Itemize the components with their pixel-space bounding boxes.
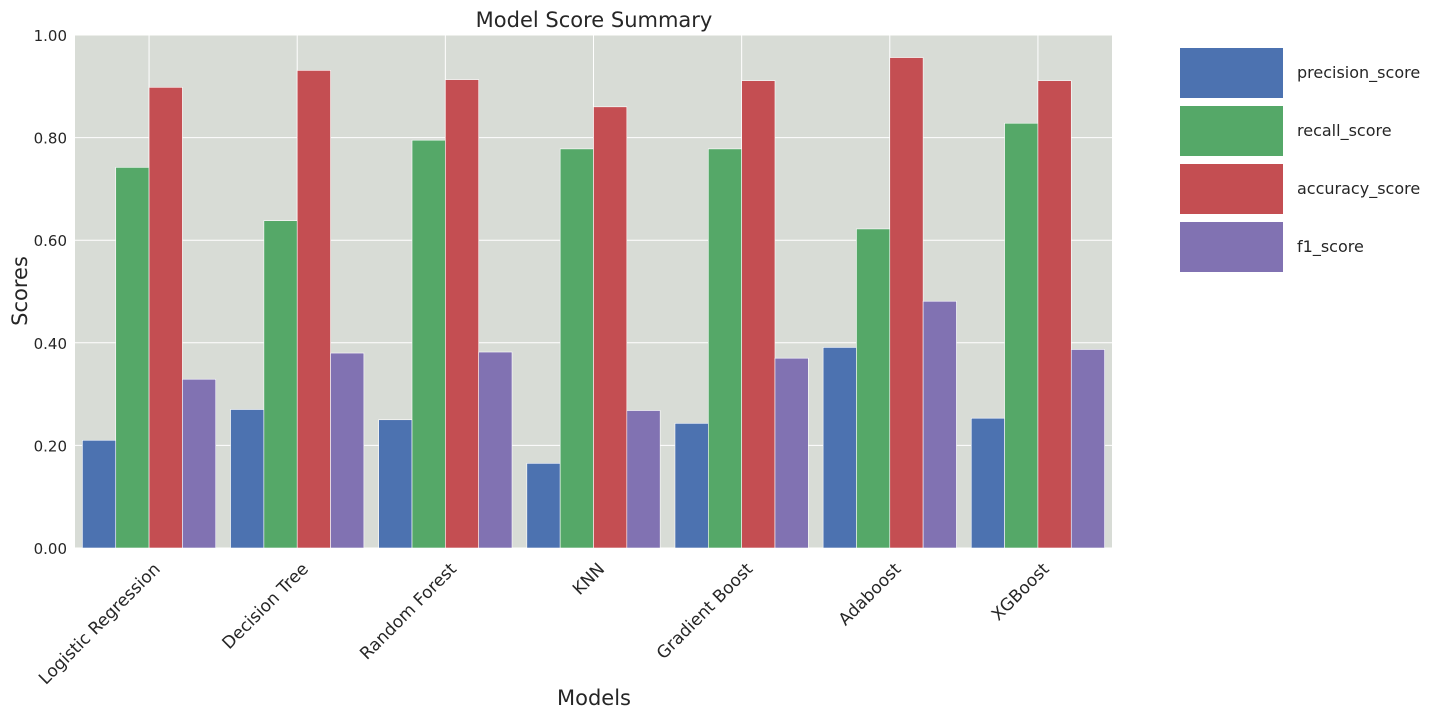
legend-label: recall_score <box>1297 121 1392 141</box>
bar-accuracy-score <box>889 57 924 549</box>
bar-precision-score <box>230 409 265 549</box>
legend-swatch <box>1180 106 1283 156</box>
x-tick-label: KNN <box>569 559 609 599</box>
bar-precision-score <box>82 439 117 549</box>
legend: precision_score recall_score accuracy_scor… <box>1180 48 1420 272</box>
bar-recall-score <box>411 139 446 549</box>
y-tick-label: 0.20 <box>34 437 67 455</box>
y-tick-label: 0.60 <box>34 232 67 250</box>
bar-accuracy-score <box>445 79 479 549</box>
x-tick-label: Logistic Regression <box>35 559 164 688</box>
bar-f1-score <box>774 357 809 549</box>
bar-f1-score <box>626 410 661 549</box>
bars <box>82 57 1105 549</box>
legend-label: accuracy_score <box>1297 179 1420 199</box>
legend-swatch <box>1180 164 1283 214</box>
y-tick-label: 0.40 <box>34 335 67 353</box>
bar-precision-score <box>674 423 709 549</box>
x-tick-label: XGBoost <box>988 559 1054 625</box>
legend-label: f1_score <box>1297 237 1364 257</box>
bar-recall-score <box>1004 122 1039 549</box>
x-tick-label: Random Forest <box>356 559 461 664</box>
bar-recall-score <box>856 228 891 549</box>
bar-accuracy-score <box>296 70 331 549</box>
bar-recall-score <box>559 148 594 549</box>
bar-precision-score <box>378 419 413 549</box>
bar-f1-score <box>1070 349 1105 549</box>
bar-precision-score <box>822 347 857 549</box>
bar-accuracy-score <box>741 80 776 549</box>
bar-recall-score <box>708 148 742 549</box>
bar-f1-score <box>182 378 217 549</box>
bar-f1-score <box>922 300 957 549</box>
legend-swatch <box>1180 222 1283 272</box>
legend-label: precision_score <box>1297 63 1420 83</box>
bar-f1-score <box>478 351 513 549</box>
x-axis-ticks: Logistic Regression Decision Tree Random F… <box>35 559 1054 689</box>
y-axis-ticks: 0.00 0.20 0.40 0.60 0.80 1.00 <box>34 27 67 558</box>
y-tick-label: 0.80 <box>34 130 67 148</box>
y-axis-label: Scores <box>8 256 32 326</box>
legend-swatch <box>1180 48 1283 98</box>
bar-accuracy-score <box>1037 80 1072 549</box>
x-tick-label: Decision Tree <box>219 559 313 653</box>
y-tick-label: 1.00 <box>34 27 67 45</box>
bar-recall-score <box>263 220 298 549</box>
x-tick-label: Gradient Boost <box>653 559 757 663</box>
bar-accuracy-score <box>593 106 628 549</box>
y-tick-label: 0.00 <box>34 540 67 558</box>
bar-precision-score <box>970 417 1005 549</box>
x-axis-label: Models <box>557 686 631 710</box>
bar-f1-score <box>330 352 365 549</box>
x-tick-label: Adaboost <box>835 559 906 630</box>
bar-precision-score <box>526 463 561 549</box>
bar-accuracy-score <box>148 87 183 549</box>
bar-recall-score <box>115 167 150 549</box>
chart-title: Model Score Summary <box>476 8 713 32</box>
